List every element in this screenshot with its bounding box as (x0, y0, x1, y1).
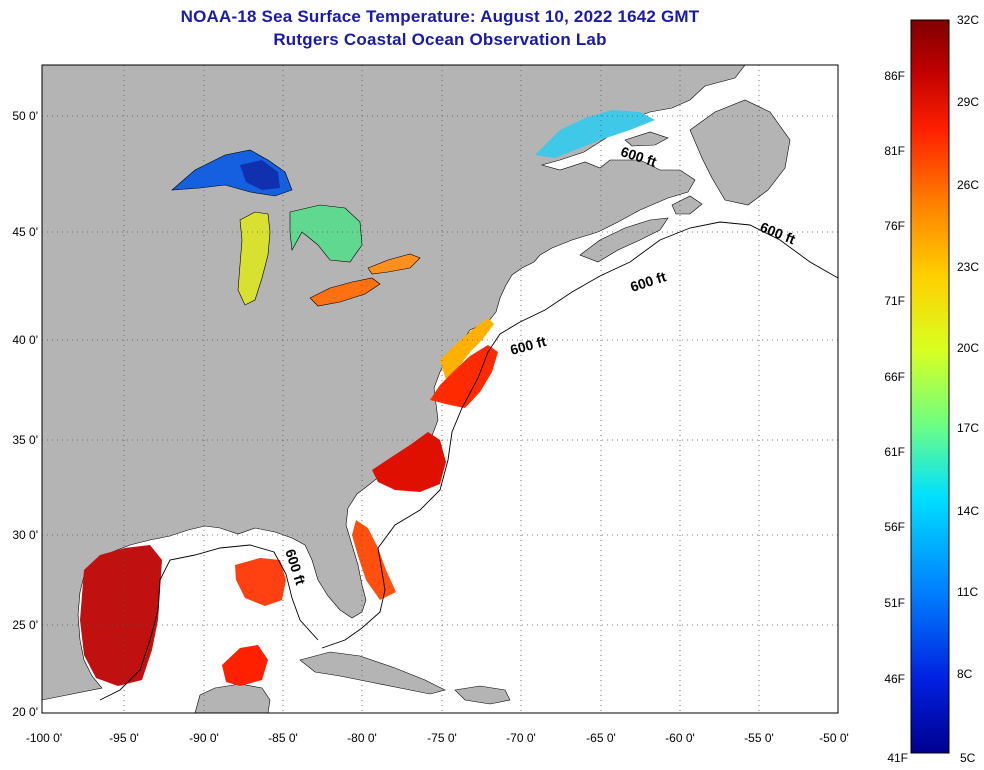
fahrenheit-label: 51F (884, 596, 905, 610)
lon-tick: -75 0' (427, 731, 457, 745)
lon-tick: -90 0' (189, 731, 219, 745)
lake-erie (309, 277, 381, 307)
lat-tick: 50 0' (12, 109, 38, 123)
sst-gulf-east (235, 558, 286, 606)
land-hispaniola (454, 685, 511, 705)
lon-tick: -85 0' (268, 731, 298, 745)
land-nova-scotia (579, 217, 669, 263)
map-frame (41, 64, 839, 714)
sst-mid-atlantic (440, 318, 494, 380)
lake-huron (289, 204, 363, 263)
celsius-label: 20C (957, 341, 979, 355)
lon-tick: -65 0' (586, 731, 616, 745)
sst-western-gulf (80, 545, 162, 686)
sst-delmarva (430, 345, 498, 408)
lon-tick: -50 0' (819, 731, 849, 745)
land-cape-breton (671, 195, 703, 215)
isobath-600ft-gulf (99, 544, 319, 701)
colorbar (910, 19, 950, 754)
lat-tick: 25 0' (12, 618, 38, 632)
lon-tick: -60 0' (665, 731, 695, 745)
map-subtitle: Rutgers Coastal Ocean Observation Lab (273, 30, 607, 49)
celsius-label: 29C (957, 95, 979, 109)
lon-tick: -80 0' (347, 731, 377, 745)
lat-tick-labels: 50 0' 45 0' 40 0' 35 0' 30 0' 25 0' 20 0… (12, 109, 38, 719)
sst-yucatan-channel (222, 645, 268, 686)
celsius-label: 32C (957, 13, 979, 27)
fahrenheit-label: 46F (884, 672, 905, 686)
lon-tick-labels: -100 0' -95 0' -90 0' -85 0' -80 0' -75 … (26, 731, 849, 745)
lon-tick: -95 0' (109, 731, 139, 745)
fahrenheit-label: 71F (884, 294, 905, 308)
lat-tick: 30 0' (12, 528, 38, 542)
sst-carolinas (372, 432, 446, 492)
celsius-label: 5C (960, 751, 976, 765)
isobath-600ft (321, 221, 838, 649)
lat-tick: 20 0' (12, 705, 38, 719)
lake-superior-cold (240, 160, 280, 190)
lon-tick: -100 0' (26, 731, 62, 745)
lake-ontario (367, 253, 421, 275)
fahrenheit-label: 81F (884, 144, 905, 158)
land-newfoundland (689, 99, 791, 206)
lon-tick: -55 0' (744, 731, 774, 745)
land-north-america (42, 65, 746, 701)
celsius-label: 11C (957, 585, 978, 599)
lat-tick: 35 0' (12, 433, 38, 447)
gulf-st-lawrence-sst (535, 110, 655, 158)
celsius-label: 23C (957, 260, 979, 274)
lake-michigan (237, 211, 271, 306)
celsius-label: 17C (957, 421, 979, 435)
fahrenheit-label: 56F (884, 520, 905, 534)
land-anticosti (624, 131, 669, 147)
fahrenheit-label: 86F (884, 69, 905, 83)
graticule (42, 65, 838, 713)
fahrenheit-label: 76F (884, 219, 905, 233)
fahrenheit-label: 61F (884, 445, 905, 459)
land-cuba (299, 651, 446, 695)
celsius-label: 8C (957, 667, 973, 681)
colorbar-fahrenheit-labels: 86F 81F 76F 71F 66F 61F 56F 51F 46F 41F (884, 69, 908, 765)
fahrenheit-label: 41F (887, 751, 908, 765)
colorbar-celsius-labels: 32C 29C 26C 23C 20C 17C 14C 11C 8C 5C (957, 13, 979, 765)
map-title: NOAA-18 Sea Surface Temperature: August … (180, 7, 700, 26)
land-yucatan (194, 683, 271, 713)
lat-tick: 40 0' (12, 333, 38, 347)
celsius-label: 26C (957, 178, 979, 192)
fahrenheit-label: 66F (884, 370, 905, 384)
celsius-label: 14C (957, 504, 979, 518)
sst-florida-east (352, 520, 396, 600)
lon-tick: -70 0' (506, 731, 536, 745)
lat-tick: 45 0' (12, 225, 38, 239)
